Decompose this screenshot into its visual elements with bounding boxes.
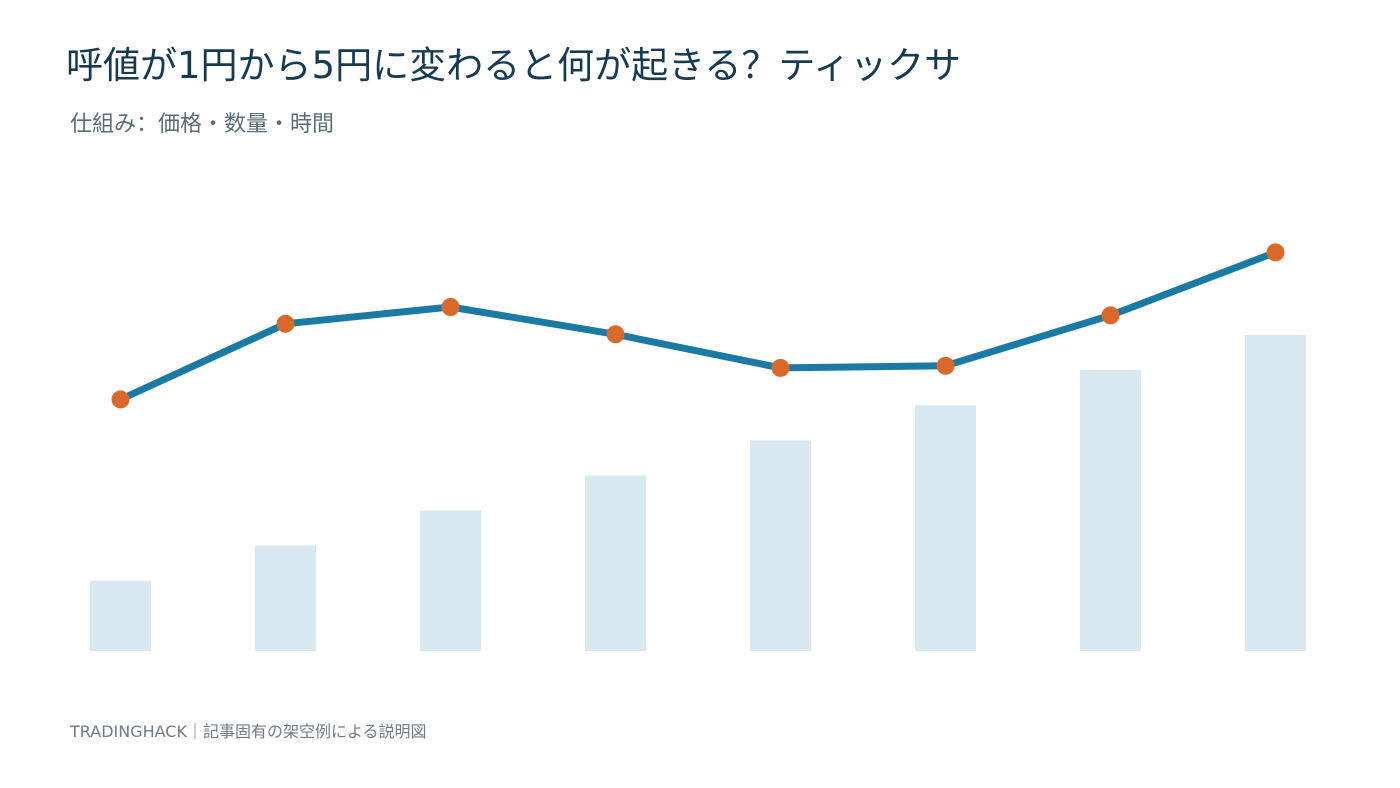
- chart-subtitle: 仕組み：価格・数量・時間: [70, 112, 335, 137]
- bar-6: [915, 405, 976, 651]
- chart-title: 呼値が1円から5円に変わると何が起きる？ティックサ: [66, 44, 962, 87]
- bar-2: [255, 545, 316, 651]
- line-point-5: [771, 358, 790, 377]
- bar-7: [1080, 370, 1141, 651]
- bar-3: [420, 510, 481, 651]
- bar-1: [90, 580, 151, 651]
- markers-layer: [111, 243, 1285, 409]
- line-point-8: [1266, 243, 1285, 262]
- line-point-6: [936, 356, 955, 375]
- bars-layer: [90, 335, 1306, 651]
- bar-8: [1245, 335, 1306, 651]
- series-line: [117, 248, 1279, 403]
- line-layer: [117, 248, 1279, 403]
- line-point-2: [276, 314, 295, 333]
- line-point-3: [441, 298, 460, 316]
- line-point-4: [606, 325, 625, 344]
- bar-5: [750, 440, 811, 651]
- line-point-1: [111, 390, 130, 409]
- bar-4: [585, 475, 646, 651]
- line-point-7: [1101, 306, 1120, 325]
- source-footer: TRADINGHACK｜記事固有の架空例による説明図: [70, 722, 427, 741]
